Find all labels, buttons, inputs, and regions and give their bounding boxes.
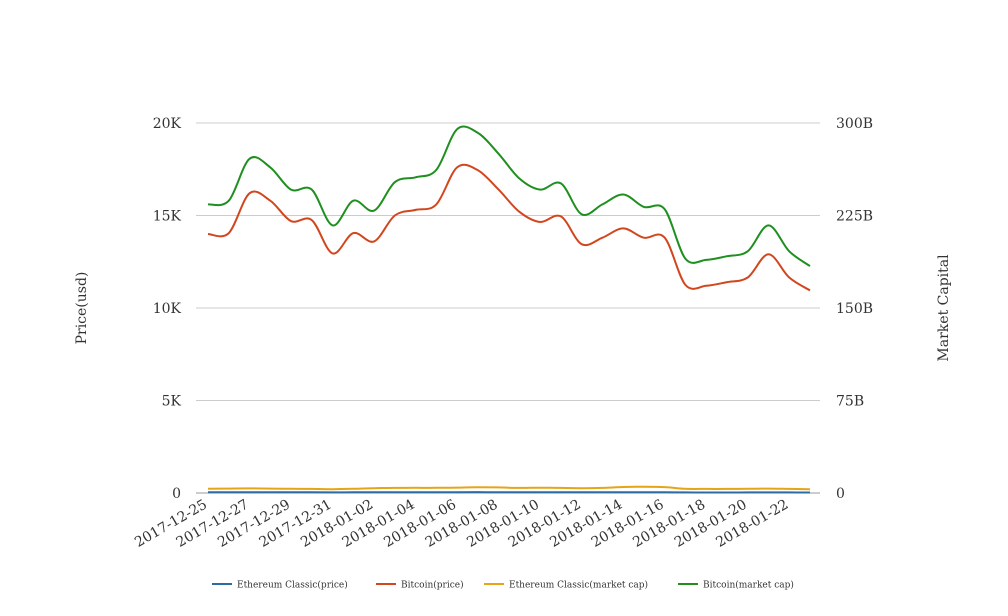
left-axis-title: Price(usd) <box>74 272 90 345</box>
legend: Ethereum Classic(price) Bitcoin(price) Eth… <box>212 580 794 591</box>
right-tick-label: 150B <box>836 301 873 317</box>
legend-label: Bitcoin(price) <box>401 580 464 591</box>
legend-label: Ethereum Classic(price) <box>237 580 348 591</box>
x-axis-ticks: 2017-12-252017-12-272017-12-292017-12-31… <box>132 497 791 551</box>
series-line-bitcoin-price <box>207 163 811 292</box>
left-tick-label: 10K <box>153 301 182 317</box>
right-axis-ticks: 0 75B 150B 225B 300B <box>836 116 873 502</box>
series-line-bitcoin-market-cap <box>207 125 811 267</box>
series-lines <box>207 125 811 494</box>
series-line-ethereum-classic-market-cap <box>207 485 811 491</box>
left-tick-label: 20K <box>153 116 182 132</box>
right-axis-title: Market Capital <box>936 254 952 362</box>
right-tick-label: 225B <box>836 209 873 225</box>
legend-label: Ethereum Classic(market cap) <box>509 580 648 591</box>
grid-lines <box>196 122 820 494</box>
right-tick-label: 300B <box>836 116 873 132</box>
left-tick-label: 15K <box>153 209 182 225</box>
left-tick-label: 0 <box>172 486 181 502</box>
legend-label: Bitcoin(market cap) <box>703 580 794 591</box>
right-tick-label: 75B <box>836 394 864 410</box>
left-axis-ticks: 0 5K 10K 15K 20K <box>153 116 182 502</box>
left-tick-label: 5K <box>162 394 182 410</box>
right-tick-label: 0 <box>836 486 845 502</box>
